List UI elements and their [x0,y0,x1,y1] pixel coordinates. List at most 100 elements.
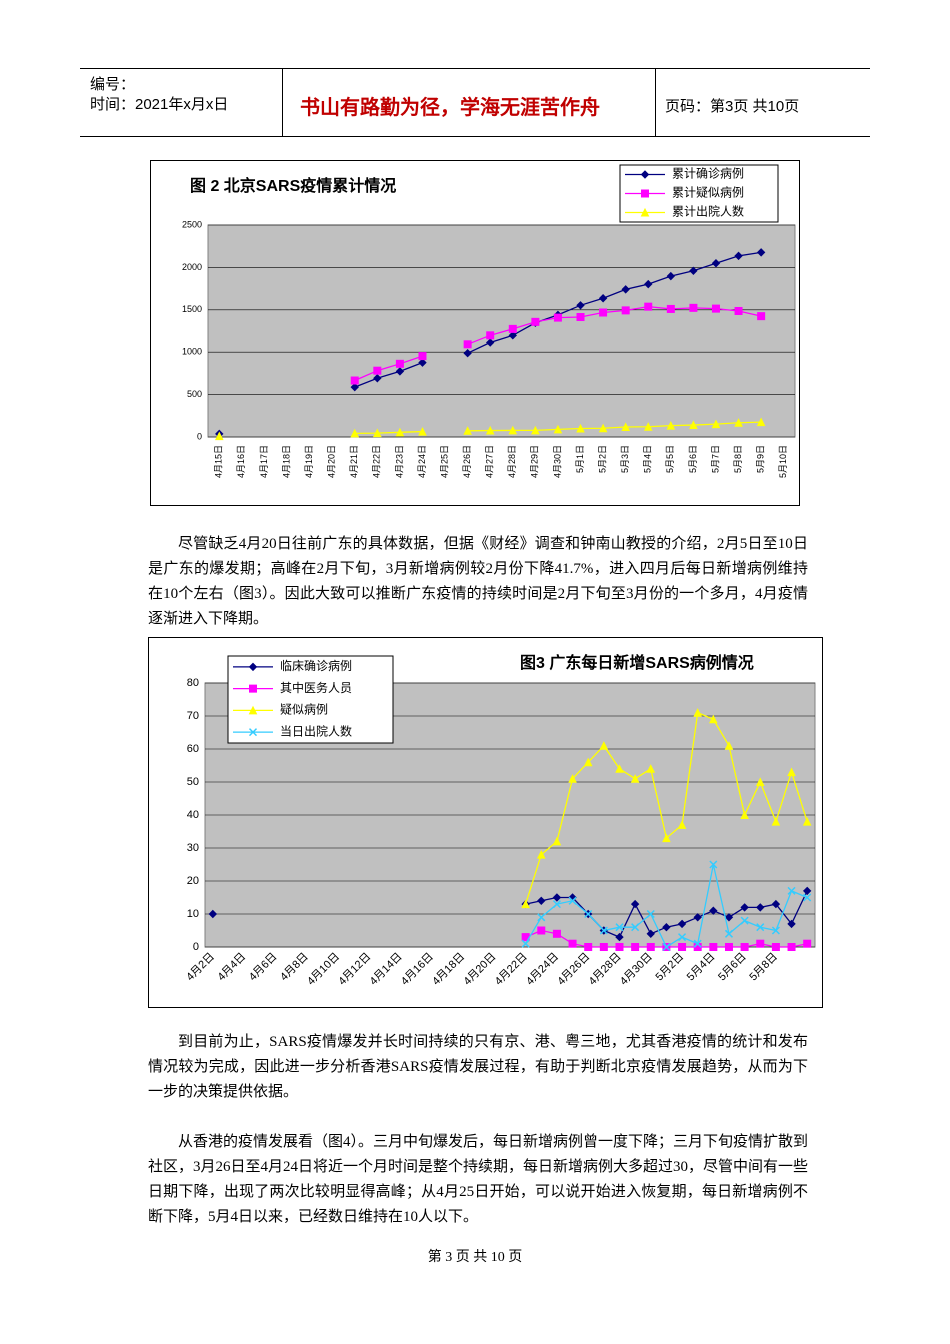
data-point [709,943,718,951]
data-point [621,422,630,431]
data-point [531,317,540,326]
data-point [757,312,766,321]
data-point [666,271,676,281]
data-point [395,427,405,437]
data-point [689,420,698,430]
footer: 第 3 页 共 10 页 [427,1250,523,1265]
number: 编号： [90,76,136,93]
data-point [599,741,609,750]
data-point [350,376,359,385]
data-point [631,923,640,932]
data-point [724,943,733,951]
data-point [771,816,781,826]
y-tick-label: 0 [193,941,199,953]
legend-marker [248,662,258,672]
data-point [486,331,495,340]
paragraph: 到目前为止，SARS疫情爆发并长时间持续的只有京、港、粤三地，尤其香港疫情的统计… [148,1034,808,1100]
data-point [508,425,518,435]
data-point [709,906,718,915]
data-point [418,426,427,436]
data-point [537,926,546,935]
data-point [666,304,675,313]
x-tick-label: 5月2日 [597,445,607,473]
data-point [787,767,796,777]
x-tick-label: 4月22日 [372,445,382,478]
data-point [711,304,720,313]
data-point [693,939,702,948]
x-tick-label: 4月30日 [552,445,562,478]
data-point [537,896,546,906]
data-point [598,423,608,433]
data-point [599,308,608,317]
data-point [584,943,593,951]
paragraph: 尽管缺乏4月20日往前广东的具体数据，但据《财经》调查和钟南山教授的介绍，2月5… [148,536,808,627]
data-point [646,943,655,951]
data-point [583,757,593,767]
data-point [598,294,608,303]
data-point [803,939,812,948]
data-point [734,418,743,427]
chart-title: 图 2 北京SARS疫情累计情况 [190,176,396,195]
data-point [646,929,655,939]
legend-label: 累计确诊病例 [672,166,744,181]
data-point [599,926,608,935]
x-tick-label: 5月1日 [575,445,585,473]
data-point [568,774,577,783]
y-tick-label: 60 [187,743,199,755]
data-point [373,428,382,438]
data-point [395,359,404,368]
x-tick-label: 5月10日 [778,445,788,478]
data-point [771,899,781,909]
data-point [724,741,734,750]
x-tick-label: 4月21日 [349,445,359,478]
data-point [756,923,765,932]
data-point [643,422,653,431]
data-point [711,259,721,268]
x-tick-label: 4月17日 [259,445,269,478]
data-point [568,896,577,905]
data-point [787,919,796,929]
y-tick-label: 1000 [182,347,202,357]
data-point [508,324,517,333]
legend-marker [248,728,258,737]
x-tick-label: 4月28日 [507,445,517,478]
legend-label: 累计出院人数 [672,204,744,219]
data-point [678,933,687,942]
series-line [354,251,762,388]
legend-marker [640,207,650,217]
data-point [531,425,540,435]
x-tick-label: 4月16日 [236,445,246,478]
data-point [689,303,698,312]
x-tick-label: 4月27日 [485,445,495,478]
data-point [756,903,765,912]
data-point [630,899,640,909]
data-point [350,382,359,392]
data-point [644,279,653,289]
data-point [214,431,224,441]
data-point [373,374,382,383]
data-point [756,939,765,948]
data-point [662,942,671,952]
page-number: 页码：第3页 共10页 [665,98,800,115]
legend-marker [640,170,650,179]
data-point [709,860,718,869]
data-point [630,774,640,783]
data-point [662,833,671,843]
data-point [553,313,562,322]
x-tick-label: 4月15日 [214,445,224,478]
divider [282,69,283,136]
data-point [463,426,472,435]
data-point [740,903,749,912]
data-point [646,909,655,919]
data-point [709,714,718,724]
data-point [734,306,743,315]
chart-title: 图3 广东每日新增SARS病例情况 [520,653,754,672]
paragraph: 从香港的疫情发展看（图4）。三月中旬爆发后，每日新增病例曾一度下降；三月下旬疫情… [148,1134,809,1225]
data-point [552,900,561,909]
data-point [740,810,749,819]
data-point [537,913,546,922]
x-tick-label: 4月18日 [281,445,291,478]
legend-label: 临床确诊病例 [280,658,352,673]
data-point [711,419,721,429]
